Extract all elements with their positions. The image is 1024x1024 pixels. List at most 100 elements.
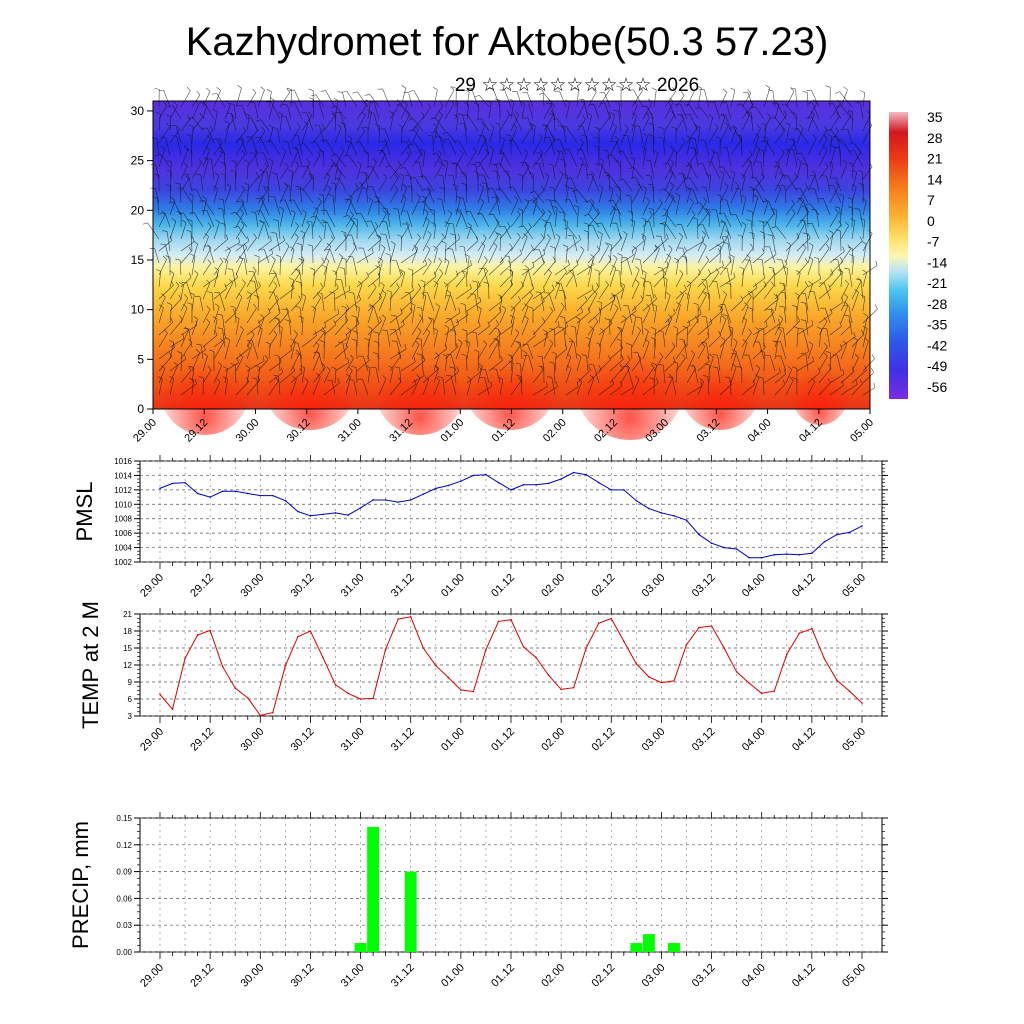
wind-barb-flag <box>357 281 363 285</box>
wind-barb-flag <box>286 87 292 91</box>
y-axis-label: PRECIP, mm <box>68 821 93 949</box>
wind-barb <box>203 200 215 216</box>
wind-barb <box>323 239 334 252</box>
wind-barb <box>180 383 197 396</box>
wind-barb-flag <box>348 292 354 294</box>
wind-barb <box>719 307 723 324</box>
wind-barb <box>466 326 481 336</box>
wind-barb-flag <box>715 136 721 139</box>
wind-barb-flag <box>617 150 623 153</box>
wind-barb <box>235 283 246 300</box>
wind-barb-flag <box>421 293 426 297</box>
y-tick-label: 1002 <box>114 558 132 567</box>
wind-barb <box>642 102 653 120</box>
wind-barb <box>774 114 787 132</box>
wind-barb-flag <box>783 369 787 374</box>
wind-barb <box>796 211 809 228</box>
wind-barb-flag <box>182 333 185 339</box>
wind-barb-flag <box>341 90 347 93</box>
wind-barb-flag <box>748 292 752 297</box>
wind-barb-flag <box>758 149 764 152</box>
wind-barb-flag <box>194 270 199 275</box>
wind-barb <box>782 328 787 348</box>
wind-barb <box>235 381 249 396</box>
wind-barb <box>851 220 856 240</box>
wind-barb-flag <box>394 185 399 190</box>
wind-barb <box>455 275 466 288</box>
wind-barb <box>444 285 449 300</box>
wind-barb-flag <box>404 291 410 294</box>
wind-barb <box>499 139 505 156</box>
wind-barb-flag <box>457 210 462 215</box>
wind-barb <box>550 222 556 240</box>
wind-barb <box>301 317 304 336</box>
wind-barb <box>741 197 747 216</box>
wind-barb-flag <box>269 235 272 241</box>
wind-barb-flag <box>382 209 387 215</box>
wind-barb <box>830 129 842 144</box>
wind-barb <box>182 187 193 204</box>
wind-barb <box>342 92 347 108</box>
wind-barb-flag <box>410 302 416 306</box>
wind-barb <box>818 239 830 252</box>
wind-barb <box>444 274 459 288</box>
wind-barb-flag <box>802 243 807 248</box>
wind-barb-flag <box>847 206 853 209</box>
wind-barb <box>356 130 365 144</box>
wind-barb <box>377 353 380 372</box>
wind-barb-flag <box>318 193 324 196</box>
wind-barb <box>639 259 644 276</box>
wind-barb <box>785 151 791 168</box>
wind-barb-flag <box>559 158 565 161</box>
x-tick-label: 01.00 <box>439 962 467 990</box>
wind-barb-flag <box>307 244 313 247</box>
wind-barb-flag <box>672 356 676 362</box>
y-tick-label: 1014 <box>114 471 132 480</box>
wind-barb-flag <box>459 245 465 248</box>
wind-barb-flag <box>418 150 422 155</box>
wind-barb <box>433 355 440 372</box>
wind-barb <box>587 257 595 276</box>
wind-barb-flag <box>698 268 701 274</box>
data-point <box>196 492 199 495</box>
wind-barb <box>278 356 281 372</box>
wind-barb <box>686 137 691 156</box>
wind-barb <box>762 150 765 168</box>
wind-barb <box>807 174 816 192</box>
wind-barb-flag <box>242 126 246 132</box>
data-point <box>171 708 174 710</box>
wind-barb-flag <box>456 195 461 200</box>
colorbar-label: -21 <box>927 275 947 291</box>
wind-barb <box>202 247 212 264</box>
wind-barb <box>548 292 556 312</box>
wind-barb-flag <box>188 211 194 214</box>
wind-barb-flag <box>863 313 868 317</box>
wind-barb-flag <box>377 260 380 266</box>
wind-barb-flag <box>725 282 731 285</box>
wind-barb <box>741 319 747 336</box>
wind-barb <box>839 148 842 168</box>
wind-barb-flag <box>288 277 294 281</box>
wind-barb-flag <box>319 340 325 343</box>
wind-barb <box>521 126 533 144</box>
wind-barb <box>367 265 380 276</box>
wind-barb <box>650 295 655 312</box>
wind-barb-flag <box>699 309 702 315</box>
wind-barb <box>345 370 353 384</box>
wind-barb <box>400 126 403 144</box>
wind-barb <box>367 161 377 180</box>
wind-barb <box>741 161 752 180</box>
x-tick-label: 04.12 <box>790 726 818 754</box>
wind-barb <box>653 203 663 216</box>
wind-barb-flag <box>340 146 345 151</box>
wind-barb-flag <box>169 270 174 274</box>
wind-barb <box>631 316 637 336</box>
wind-barb <box>432 136 435 156</box>
wind-barb <box>345 299 361 312</box>
wind-barb <box>851 208 854 228</box>
wind-barb <box>751 162 754 180</box>
wind-barb-flag <box>745 111 750 116</box>
wind-barb <box>411 375 425 384</box>
wind-barb-flag <box>529 191 535 194</box>
wind-barb-flag <box>687 161 692 166</box>
